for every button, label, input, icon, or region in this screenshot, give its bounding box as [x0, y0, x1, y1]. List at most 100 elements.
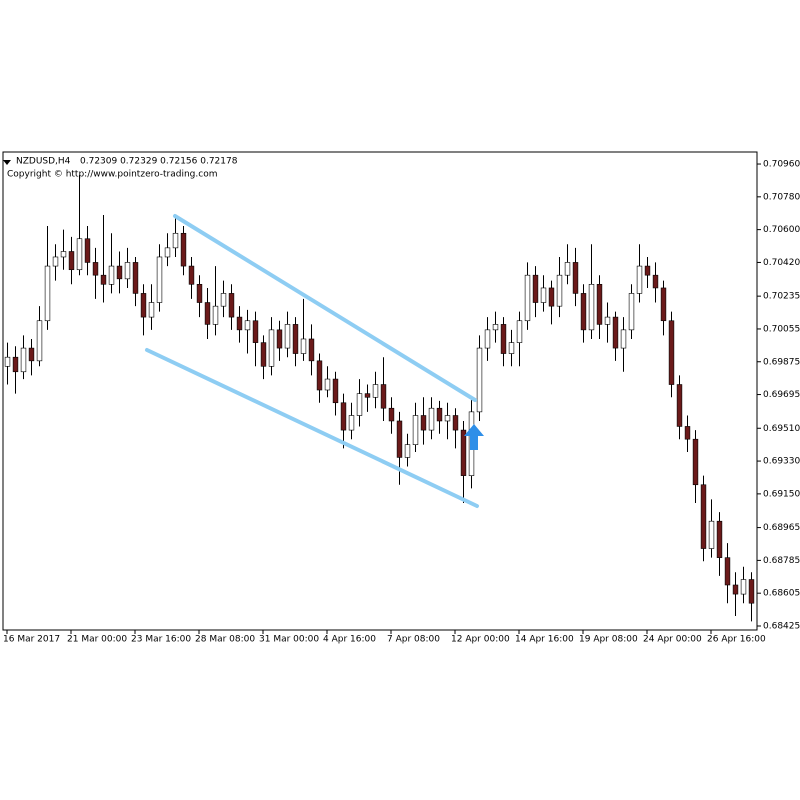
candle-body [516, 320, 523, 343]
candle-body [148, 302, 155, 318]
x-tick-label: 16 Mar 2017 [3, 635, 60, 645]
candle-body [740, 579, 747, 595]
candle-body [396, 420, 403, 458]
copyright: Copyright © http://www.pointzero-trading… [7, 170, 217, 180]
candle-body [348, 415, 355, 431]
candle-body [716, 520, 723, 558]
candle-body [284, 324, 291, 349]
y-tick-label: 0.70420 [763, 258, 800, 268]
candle-body [644, 265, 651, 276]
y-tick-label: 0.68965 [763, 523, 800, 533]
x-tick-label: 23 Mar 16:00 [131, 635, 191, 645]
x-tick-label: 31 Mar 00:00 [259, 635, 319, 645]
candle-body [660, 287, 667, 322]
candle-body [44, 265, 51, 322]
candle-body [436, 407, 443, 422]
candle-body [52, 256, 59, 267]
candle-body [60, 251, 67, 258]
candle-body [140, 293, 147, 318]
candle-body [228, 293, 235, 318]
candle-body [580, 293, 587, 331]
y-tick-label: 0.70235 [763, 292, 800, 302]
candle-body [692, 438, 699, 486]
candle-body [372, 384, 379, 398]
plot-frame [2, 151, 758, 631]
channel-upper [173, 214, 477, 402]
candle-body [548, 287, 555, 307]
candle-body [220, 293, 227, 307]
candle-body [732, 584, 739, 595]
y-tick-label: 0.70780 [763, 192, 800, 202]
candle-body [684, 426, 691, 440]
y-tick-label: 0.69330 [763, 457, 800, 467]
y-tick-label: 0.69150 [763, 489, 800, 499]
candle-body [188, 265, 195, 285]
candle-body [268, 329, 275, 367]
candle-body [116, 265, 123, 280]
x-tick-label: 21 Mar 00:00 [67, 635, 127, 645]
candle-body [636, 265, 643, 294]
candle-body [484, 329, 491, 349]
candle-body [420, 415, 427, 431]
candle-body [332, 378, 339, 404]
y-tick-label: 0.69695 [763, 390, 800, 400]
y-tick-label: 0.68785 [763, 556, 800, 566]
x-tick-label: 4 Apr 16:00 [323, 635, 376, 645]
candle-body [236, 316, 243, 331]
candle-body [724, 557, 731, 586]
candle-body [588, 284, 595, 331]
candle-body [708, 520, 715, 549]
candle-body [508, 342, 515, 354]
candle-body [700, 484, 707, 549]
candle-body [444, 415, 451, 422]
x-tick-label: 14 Apr 16:00 [515, 635, 574, 645]
candle-body [532, 274, 539, 303]
candle-body [460, 429, 467, 476]
candle-body [324, 378, 331, 391]
candle-body [668, 320, 675, 385]
x-tick-label: 24 Apr 00:00 [643, 635, 702, 645]
plot [4, 174, 755, 622]
candle-body [12, 356, 19, 373]
candle-body [596, 284, 603, 325]
candle-body [556, 274, 563, 307]
candle-body [260, 342, 267, 367]
candle-body [572, 262, 579, 294]
y-tick-label: 0.69875 [763, 357, 800, 367]
candle-body [364, 393, 371, 398]
candle-body [244, 320, 251, 331]
candle-body [748, 579, 755, 604]
candle-body [172, 232, 179, 249]
candle-body [620, 329, 627, 349]
buy-arrow [464, 424, 484, 450]
candle-body [300, 338, 307, 354]
candle-body [156, 256, 163, 303]
symbol-menu-arrow[interactable] [3, 160, 11, 165]
candle-body [476, 347, 483, 413]
candle-body [92, 262, 99, 276]
y-tick-label: 0.70055 [763, 324, 800, 334]
candle-body [36, 320, 43, 362]
candle-body [204, 302, 211, 325]
candle-body [388, 407, 395, 422]
candle-body [132, 262, 139, 294]
y-tick-label: 0.70600 [763, 225, 800, 235]
candle-body [340, 402, 347, 431]
candle-body [196, 284, 203, 303]
candle-body [500, 324, 507, 354]
candle-body [308, 338, 315, 362]
candle-body [452, 415, 459, 431]
candle-body [356, 393, 363, 416]
candle-body [292, 324, 299, 354]
y-tick-label: 0.69510 [763, 424, 800, 434]
candle-body [540, 287, 547, 303]
y-tick-label: 0.68605 [763, 589, 800, 599]
candle-body [404, 444, 411, 458]
candle-body [276, 329, 283, 349]
candle-body [252, 320, 259, 343]
candle-body [4, 356, 11, 367]
candle-body [428, 407, 435, 431]
